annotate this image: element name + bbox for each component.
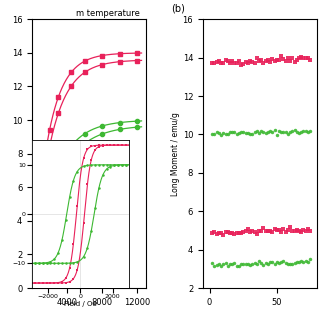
- Text: (b): (b): [171, 4, 185, 14]
- Text: m temperature: m temperature: [76, 9, 140, 19]
- Y-axis label: Long Moment / emu/g: Long Moment / emu/g: [171, 112, 180, 196]
